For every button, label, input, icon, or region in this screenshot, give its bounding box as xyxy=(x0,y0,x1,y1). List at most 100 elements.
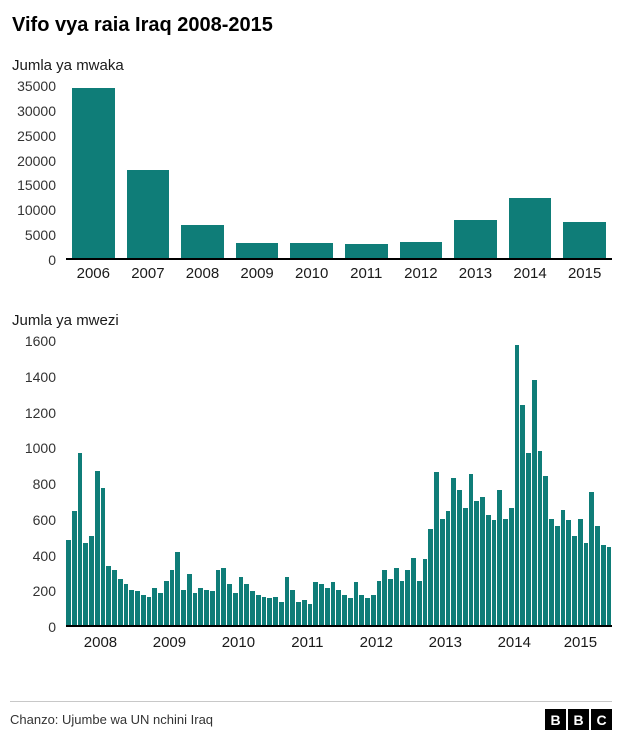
month-bar xyxy=(422,559,428,625)
month-bar xyxy=(468,474,474,625)
month-bar xyxy=(560,509,566,625)
month-bar xyxy=(359,594,364,625)
yearly-deaths-chart: 0 5000 10000 15000 20000 25000 30000 35000 2006… xyxy=(10,78,612,282)
bar-slot xyxy=(339,86,394,258)
month-bar xyxy=(140,594,146,625)
year-bar xyxy=(235,243,279,258)
bar-slot xyxy=(230,86,285,258)
month-bar xyxy=(100,488,106,625)
month-bar xyxy=(497,490,502,625)
month-bar xyxy=(600,545,606,625)
month-bar xyxy=(232,593,238,625)
month-bar xyxy=(480,497,485,625)
month-bar xyxy=(152,587,157,625)
y-tick-label: 30000 xyxy=(17,102,56,119)
month-bar xyxy=(255,594,261,625)
month-bar xyxy=(112,569,117,625)
y-tick-label: 1000 xyxy=(24,440,56,457)
month-bar xyxy=(583,543,589,625)
month-bar xyxy=(388,578,393,625)
yearly-x-axis: 2006 2007 2008 2009 2010 2011 2012 2013 2014 2015 xyxy=(66,265,612,282)
x-tick-label: 2014 xyxy=(497,634,531,651)
page-title: Vifo vya raia Iraq 2008-2015 xyxy=(12,14,273,36)
month-bar xyxy=(549,518,554,625)
bar-slot xyxy=(175,86,230,258)
month-bar xyxy=(485,514,491,625)
x-tick-label: 2014 xyxy=(513,265,547,282)
year-bar xyxy=(181,224,224,258)
yearly-plot-area xyxy=(66,86,612,260)
month-bar xyxy=(324,587,330,625)
x-tick-label: 2008 xyxy=(185,265,220,282)
month-bar xyxy=(313,582,318,625)
month-bar xyxy=(526,452,531,625)
x-tick-label: 2013 xyxy=(428,634,462,651)
y-tick-label: 1400 xyxy=(24,368,56,385)
month-bar xyxy=(554,525,560,625)
y-tick-label: 600 xyxy=(32,511,56,528)
month-bar xyxy=(365,598,370,625)
x-tick-label: 2011 xyxy=(350,265,383,282)
month-bar xyxy=(474,500,479,625)
y-tick-label: 0 xyxy=(48,252,56,268)
month-bar xyxy=(508,507,514,625)
month-bar xyxy=(307,603,313,625)
y-tick-label: 25000 xyxy=(17,127,56,144)
month-bar xyxy=(221,568,226,625)
month-bar xyxy=(514,344,520,625)
month-bar xyxy=(209,591,215,625)
month-bar xyxy=(370,594,376,625)
year-bar xyxy=(508,197,552,258)
bar-slot xyxy=(66,86,121,258)
month-bar xyxy=(123,584,129,625)
month-bar xyxy=(445,511,451,625)
year-bar xyxy=(454,219,497,258)
month-bar xyxy=(89,536,94,625)
month-bar xyxy=(290,589,295,625)
x-tick-label: 2007 xyxy=(131,265,165,282)
bar-slot xyxy=(121,86,176,258)
month-bar xyxy=(158,593,163,625)
x-tick-label: 2009 xyxy=(152,634,187,651)
month-bar xyxy=(106,566,111,625)
y-tick-label: 1200 xyxy=(24,404,56,421)
y-tick-label: 20000 xyxy=(17,152,56,169)
month-bar xyxy=(537,451,543,625)
month-bar xyxy=(606,546,612,625)
monthly-deaths-chart: 0 200 400 600 800 1000 1200 1400 1600 2008 2009 20… xyxy=(10,333,612,654)
x-tick-label: 2015 xyxy=(567,265,602,282)
y-tick-label: 10000 xyxy=(17,202,56,219)
month-bar xyxy=(462,507,468,625)
month-bar xyxy=(439,518,445,625)
y-tick-label: 5000 xyxy=(24,227,56,244)
x-tick-label: 2015 xyxy=(563,634,598,651)
month-bar xyxy=(204,589,209,625)
month-bar xyxy=(77,452,83,625)
month-bar xyxy=(543,475,548,625)
year-bar xyxy=(344,244,388,258)
month-bar xyxy=(336,589,341,625)
month-bar xyxy=(186,573,192,625)
year-bar xyxy=(126,169,170,258)
month-bar xyxy=(347,598,353,625)
x-tick-label: 2013 xyxy=(458,265,493,282)
bar-slot xyxy=(503,86,558,258)
month-bar xyxy=(342,594,347,625)
bar-slot xyxy=(557,86,612,258)
month-bar xyxy=(301,600,307,625)
month-bar xyxy=(399,580,405,625)
year-bar xyxy=(399,242,443,258)
month-bar xyxy=(198,587,203,625)
month-bar xyxy=(428,529,433,625)
monthly-chart-title: Jumla ya mwezi xyxy=(12,312,119,329)
monthly-x-axis: 2008 2009 2010 2011 2012 2013 2014 2015 xyxy=(66,632,612,654)
month-bar xyxy=(238,577,244,625)
year-bar xyxy=(563,221,606,258)
bbc-logo-block: B xyxy=(568,709,589,730)
y-tick-label: 0 xyxy=(48,619,56,635)
month-bar xyxy=(393,568,399,625)
month-bar xyxy=(589,491,594,625)
x-tick-label: 2012 xyxy=(404,265,438,282)
month-bar xyxy=(244,584,249,625)
month-bar xyxy=(71,511,77,625)
